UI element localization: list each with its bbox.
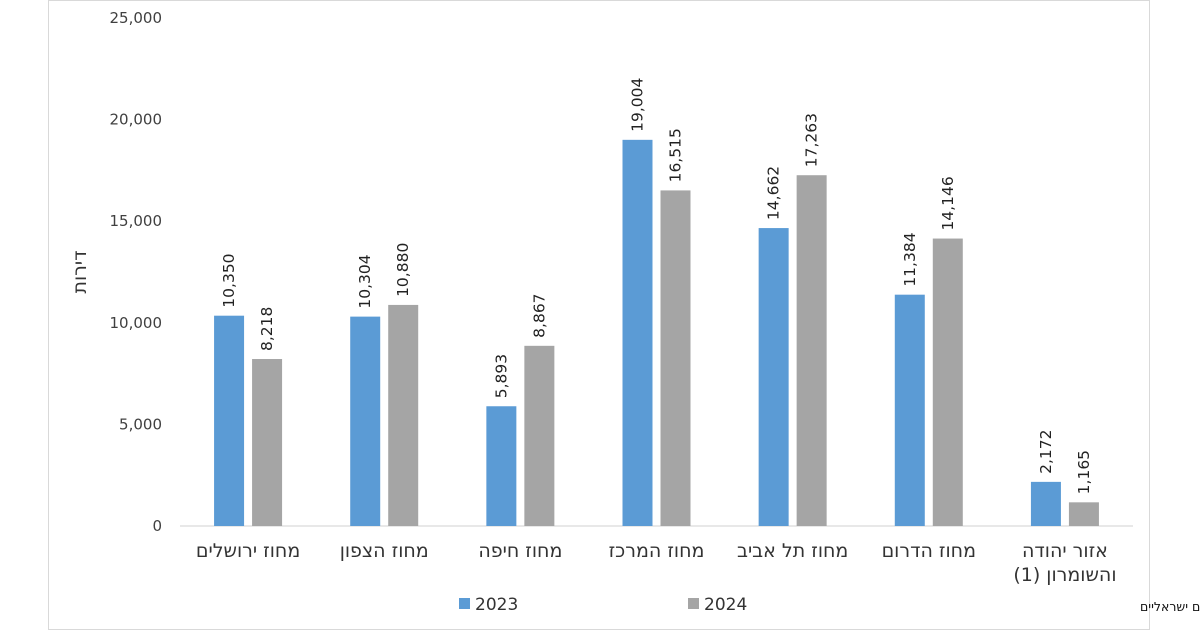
category-label: והשומרון (1) <box>1013 564 1116 586</box>
data-label-2023: 19,004 <box>629 78 647 132</box>
category-label: מחוז המרכז <box>609 540 705 562</box>
bar-2023 <box>214 315 245 526</box>
bar-2024 <box>796 175 827 527</box>
bar-2024 <box>932 238 963 526</box>
category-label: מחוז הצפון <box>340 540 429 562</box>
y-tick-label: 0 <box>152 517 162 535</box>
legend-label-2024: 2024 <box>704 595 747 615</box>
category-label: אזור יהודה <box>1022 540 1108 562</box>
y-axis: 0 5,000 10,000 15,000 20,000 25,000 <box>110 9 163 535</box>
category-label: מחוז חיפה <box>478 540 562 562</box>
footnote: 1. יישובים ישראליים <box>1140 599 1200 614</box>
data-label-2023: 10,350 <box>220 253 238 307</box>
category-label: מחוז תל אביב <box>737 540 848 562</box>
bar-2023 <box>622 139 653 526</box>
data-label-2024: 17,263 <box>803 113 821 167</box>
y-axis-title: דירות <box>69 250 91 293</box>
bar-2023 <box>758 228 789 526</box>
category-labels: מחוז ירושלים מחוז הצפון מחוז חיפה מחוז המרכ… <box>196 540 1117 586</box>
data-label-2023: 11,384 <box>901 232 919 286</box>
bar-2024 <box>252 359 283 526</box>
legend-label-2023: 2023 <box>475 595 518 615</box>
legend-swatch-2023 <box>459 598 470 609</box>
bar-2024 <box>524 345 555 526</box>
bar-2024 <box>388 304 419 526</box>
data-label-2023: 2,172 <box>1037 429 1055 473</box>
legend: 2023 2024 <box>459 595 747 615</box>
data-labels: 10,350 8,218 10,304 10,880 5,893 8,867 19,004 1… <box>220 78 1093 495</box>
y-tick-label: 10,000 <box>110 314 163 332</box>
bar-2024 <box>660 190 691 526</box>
data-label-2023: 14,662 <box>765 166 783 220</box>
data-label-2023: 5,893 <box>492 354 510 398</box>
data-label-2024: 10,880 <box>394 243 412 297</box>
data-label-2024: 8,218 <box>258 307 276 351</box>
data-label-2024: 16,515 <box>667 128 685 182</box>
y-tick-label: 20,000 <box>110 111 163 129</box>
y-tick-label: 25,000 <box>110 9 163 27</box>
legend-swatch-2024 <box>688 598 699 609</box>
data-label-2024: 14,146 <box>939 176 957 230</box>
bar-2023 <box>350 316 381 526</box>
bar-2023 <box>894 294 925 526</box>
y-tick-label: 5,000 <box>119 415 162 433</box>
bar-2024 <box>1068 502 1099 526</box>
y-tick-label: 15,000 <box>110 212 163 230</box>
data-label-2023: 10,304 <box>356 254 374 308</box>
data-label-2024: 1,165 <box>1075 450 1093 494</box>
bar-2023 <box>1030 481 1061 526</box>
category-label: מחוז ירושלים <box>196 540 300 562</box>
category-label: מחוז הדרום <box>882 540 976 562</box>
bars <box>214 139 1099 527</box>
bar-2023 <box>486 406 517 526</box>
data-label-2024: 8,867 <box>530 293 548 337</box>
